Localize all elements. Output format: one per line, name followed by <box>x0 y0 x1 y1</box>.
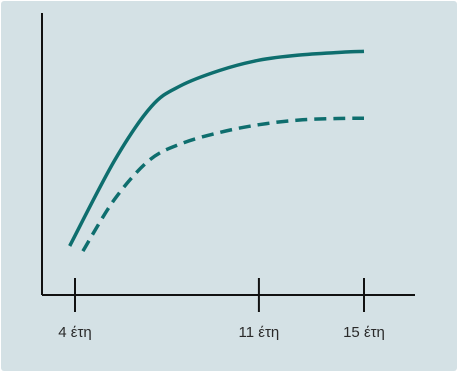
x-tick-label: 15 έτη <box>343 324 385 341</box>
x-tick-layer: 4 έτη 11 έτη 15 έτη <box>58 278 385 341</box>
series-line-dashed <box>81 116 365 253</box>
series-layer <box>68 49 365 253</box>
x-tick-label: 4 έτη <box>58 324 91 341</box>
series-line-solid <box>68 49 365 247</box>
x-tick-label: 11 έτη <box>239 324 280 341</box>
